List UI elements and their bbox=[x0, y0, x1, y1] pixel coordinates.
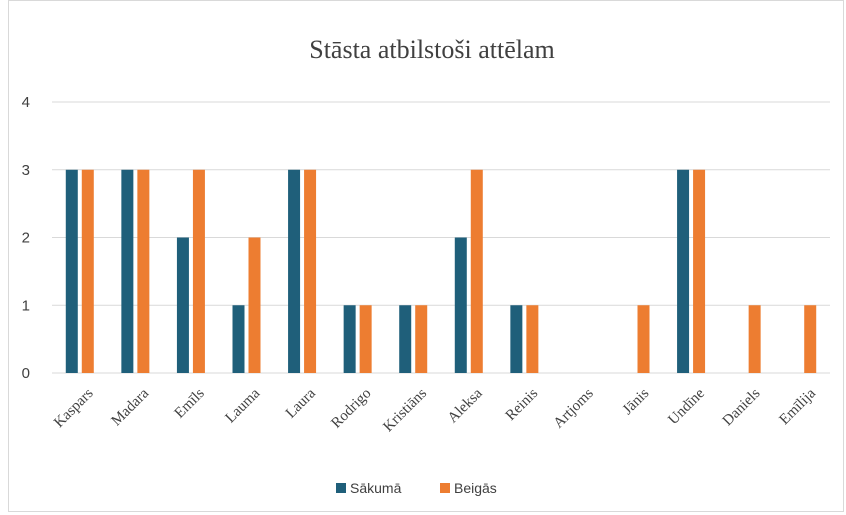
bar-sakuma-7 bbox=[454, 237, 467, 373]
x-tick-label: Kaspars bbox=[51, 385, 97, 431]
bar-sakuma-0 bbox=[65, 169, 78, 373]
bar-beigas-1 bbox=[137, 169, 150, 373]
x-tick-label: Kristiāns bbox=[380, 385, 430, 435]
x-tick-label: Laura bbox=[283, 385, 319, 421]
bar-sakuma-5 bbox=[343, 305, 356, 373]
bar-beigas-4 bbox=[304, 169, 317, 373]
bars bbox=[65, 169, 817, 373]
legend-label: Sākumā bbox=[350, 480, 402, 496]
bar-beigas-6 bbox=[415, 305, 428, 373]
bar-sakuma-6 bbox=[399, 305, 412, 373]
bar-beigas-3 bbox=[248, 237, 261, 373]
bar-sakuma-8 bbox=[510, 305, 523, 373]
y-axis-ticks: 0 1 2 3 4 bbox=[22, 94, 30, 382]
legend-swatch bbox=[440, 483, 450, 493]
y-tick-label: 4 bbox=[22, 94, 30, 111]
y-tick-label: 3 bbox=[22, 162, 30, 179]
x-tick-label: Rodrigo bbox=[328, 386, 374, 432]
y-tick-label: 1 bbox=[22, 297, 30, 314]
x-tick-label: Lauma bbox=[223, 385, 264, 426]
bar-beigas-8 bbox=[526, 305, 539, 373]
y-tick-label: 0 bbox=[22, 365, 30, 382]
bar-beigas-12 bbox=[748, 305, 761, 373]
legend-label: Beigās bbox=[454, 480, 497, 496]
x-tick-label: Madara bbox=[108, 385, 152, 429]
bar-beigas-7 bbox=[470, 169, 483, 373]
legend: Sākumā Beigās bbox=[336, 480, 497, 496]
legend-swatch bbox=[336, 483, 346, 493]
x-tick-label: Emīls bbox=[172, 385, 208, 421]
bar-sakuma-11 bbox=[677, 169, 690, 373]
x-tick-label: Jānis bbox=[620, 385, 653, 418]
bar-beigas-10 bbox=[637, 305, 650, 373]
bar-beigas-2 bbox=[192, 169, 205, 373]
x-tick-label: Reinis bbox=[503, 385, 542, 424]
gridlines bbox=[52, 101, 830, 374]
x-tick-label: Undīne bbox=[665, 385, 708, 428]
bar-sakuma-3 bbox=[232, 305, 245, 373]
x-tick-label: Emīlija bbox=[776, 385, 819, 428]
x-tick-label: Daniels bbox=[720, 385, 764, 429]
x-tick-label: Aleksa bbox=[445, 385, 486, 426]
x-axis-ticks: Kaspars Madara Emīls Lauma Laura Rodrigo Krist… bbox=[51, 385, 819, 435]
bar-beigas-11 bbox=[693, 169, 706, 373]
bar-beigas-5 bbox=[359, 305, 372, 373]
x-tick-label: Artjoms bbox=[551, 385, 597, 431]
chart-title: Stāsta atbilstoši attēlam bbox=[309, 35, 555, 64]
bar-beigas-0 bbox=[81, 169, 94, 373]
bar-beigas-13 bbox=[804, 305, 817, 373]
bar-sakuma-2 bbox=[176, 237, 189, 373]
bar-sakuma-1 bbox=[121, 169, 134, 373]
y-tick-label: 2 bbox=[22, 230, 30, 247]
bar-sakuma-4 bbox=[288, 169, 301, 373]
